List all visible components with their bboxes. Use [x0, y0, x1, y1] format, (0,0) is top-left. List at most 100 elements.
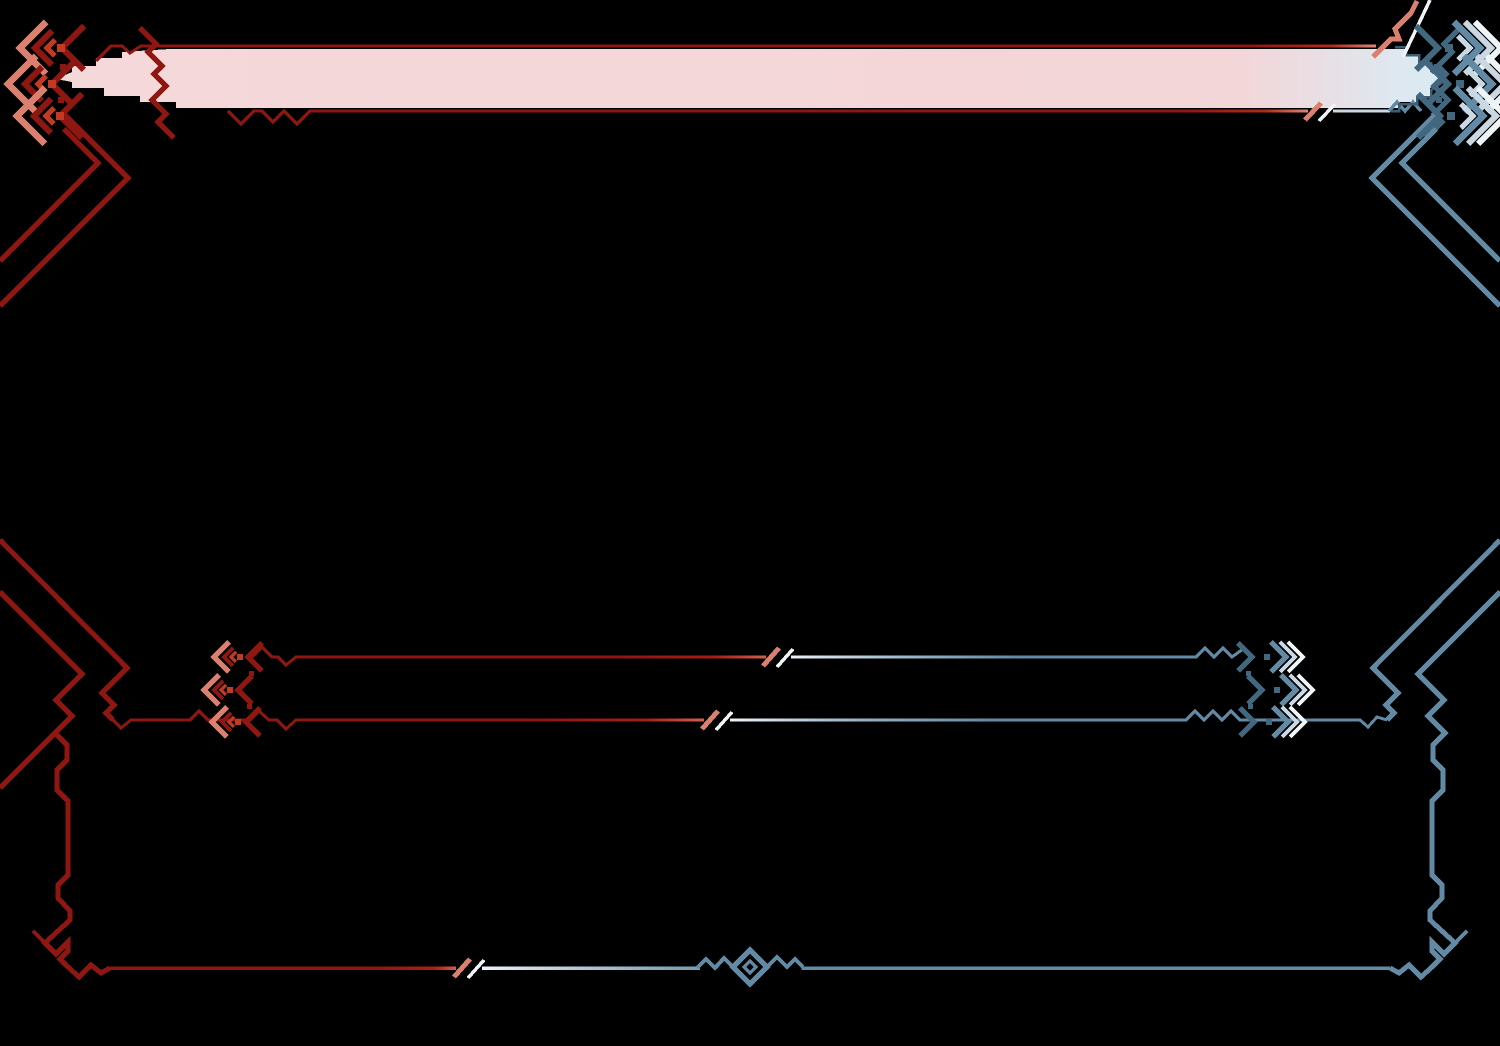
square-dot [56, 112, 64, 120]
right-top-diagonal-outer [1368, 111, 1500, 308]
right-top-diagonal-inner [1398, 127, 1500, 263]
chevron-connectors-blue [1413, 23, 1453, 141]
chevron-icon [1475, 85, 1500, 147]
chevron-icon [1238, 706, 1258, 738]
chevron-icon [221, 646, 235, 668]
divider2-slash-white [714, 710, 734, 732]
chevron-icon [226, 715, 236, 729]
chevron-icon [1296, 673, 1316, 707]
chevron-icon [210, 640, 231, 674]
bottom-center-diamond-ornament [695, 946, 1390, 988]
chevron-icon [1236, 641, 1256, 673]
diamond-right-zigzag [765, 954, 805, 970]
chevron-icon [1423, 59, 1453, 109]
square-dot [1434, 64, 1440, 70]
left-lower-diagonal-outer [0, 590, 112, 981]
square-dot [1274, 687, 1280, 693]
chevron-motif [210, 640, 243, 674]
chevron-icon [1280, 705, 1300, 739]
top-right-ornament [1413, 19, 1500, 147]
chevron-icon [1415, 91, 1445, 141]
divider-line-1 [250, 644, 1244, 669]
chevron-icon [1246, 674, 1266, 706]
chevron-icon [1271, 705, 1292, 739]
chevron-icon [244, 641, 264, 673]
mid-right-ornament [1236, 640, 1316, 739]
chevron-motif [200, 673, 233, 707]
banner-left-staircase [138, 26, 176, 140]
square-dot [1447, 112, 1455, 120]
divider1-slash-white [775, 647, 795, 669]
bottom-slash-salmon [452, 957, 472, 979]
chevron-icon [30, 28, 55, 68]
chevron-icon [200, 673, 221, 707]
left-lower-diagonal-inner [0, 538, 131, 722]
chevron-connectors-red [234, 641, 264, 738]
left-top-diagonal-inner [0, 127, 102, 263]
chevron-icon [1279, 673, 1300, 707]
chevron-icon [219, 711, 233, 733]
square-dot [237, 654, 243, 660]
divider2-slash-salmon [700, 709, 720, 731]
square-dot [1436, 97, 1442, 103]
top-banner [56, 0, 1462, 140]
left-diagonal-lines [0, 111, 132, 981]
chevron-icon [1278, 640, 1298, 674]
chevron-icon [1451, 19, 1485, 77]
chevron-motif [12, 85, 64, 147]
square-dot [247, 704, 252, 709]
square-dot [48, 80, 56, 88]
square-dot [1264, 654, 1270, 660]
chevron-icon [234, 674, 254, 706]
banner-top-border [94, 44, 1376, 63]
divider1-slash-salmon [761, 646, 781, 668]
chevron-icon [42, 106, 56, 126]
chevron-connectors-blue [1236, 641, 1266, 738]
chevron-icon [43, 38, 57, 58]
chevron-icon [1269, 640, 1290, 674]
square-dot [1246, 671, 1251, 676]
square-dot [227, 687, 233, 693]
divider-line-2 [111, 708, 1388, 732]
chevron-icon [12, 85, 48, 147]
right-corner-tick [1453, 929, 1469, 945]
square-dot [1266, 719, 1272, 725]
divider2-blue-segment [730, 708, 1388, 730]
mid-left-ornament [200, 640, 264, 739]
square-dot [57, 44, 65, 52]
bottom-frame-line [110, 946, 1390, 988]
chevron-icon [1459, 102, 1477, 130]
divider1-red-segment [250, 644, 766, 668]
square-dot [1456, 80, 1464, 88]
chevron-motif [208, 705, 241, 739]
chevron-motif [1266, 705, 1308, 739]
banner-bottom-slash-white [1317, 102, 1337, 123]
square-dot [235, 719, 241, 725]
banner-fill [56, 49, 1444, 108]
chevron-icon [218, 683, 228, 697]
diamond-outline [729, 946, 771, 988]
left-top-diagonal-outer [0, 111, 132, 308]
chevron-icon [242, 706, 262, 738]
bottom-slash-white [466, 958, 486, 980]
right-lower-diagonal-outer [1388, 590, 1500, 981]
chevron-icon [228, 650, 238, 664]
chevron-icon [1413, 23, 1443, 73]
diamond-inner [741, 958, 759, 976]
square-dot [1248, 704, 1253, 709]
right-lower-diagonal-inner [1369, 538, 1500, 722]
square-dot [249, 671, 254, 676]
divider2-red-segment [111, 708, 704, 732]
square-dot [60, 64, 66, 70]
square-dot [1445, 44, 1453, 52]
diamond-left-zigzag [695, 955, 735, 971]
top-right-red-slash [1371, 0, 1420, 59]
bottom-blue-right-segment [801, 966, 1390, 970]
banner-bottom-slash-salmon [1303, 101, 1323, 122]
chevron-icon [1452, 85, 1488, 147]
square-dot [58, 97, 64, 103]
divider1-blue-segment [791, 645, 1244, 660]
banner-bottom-border [226, 108, 1308, 127]
chevron-motif [1264, 640, 1306, 674]
